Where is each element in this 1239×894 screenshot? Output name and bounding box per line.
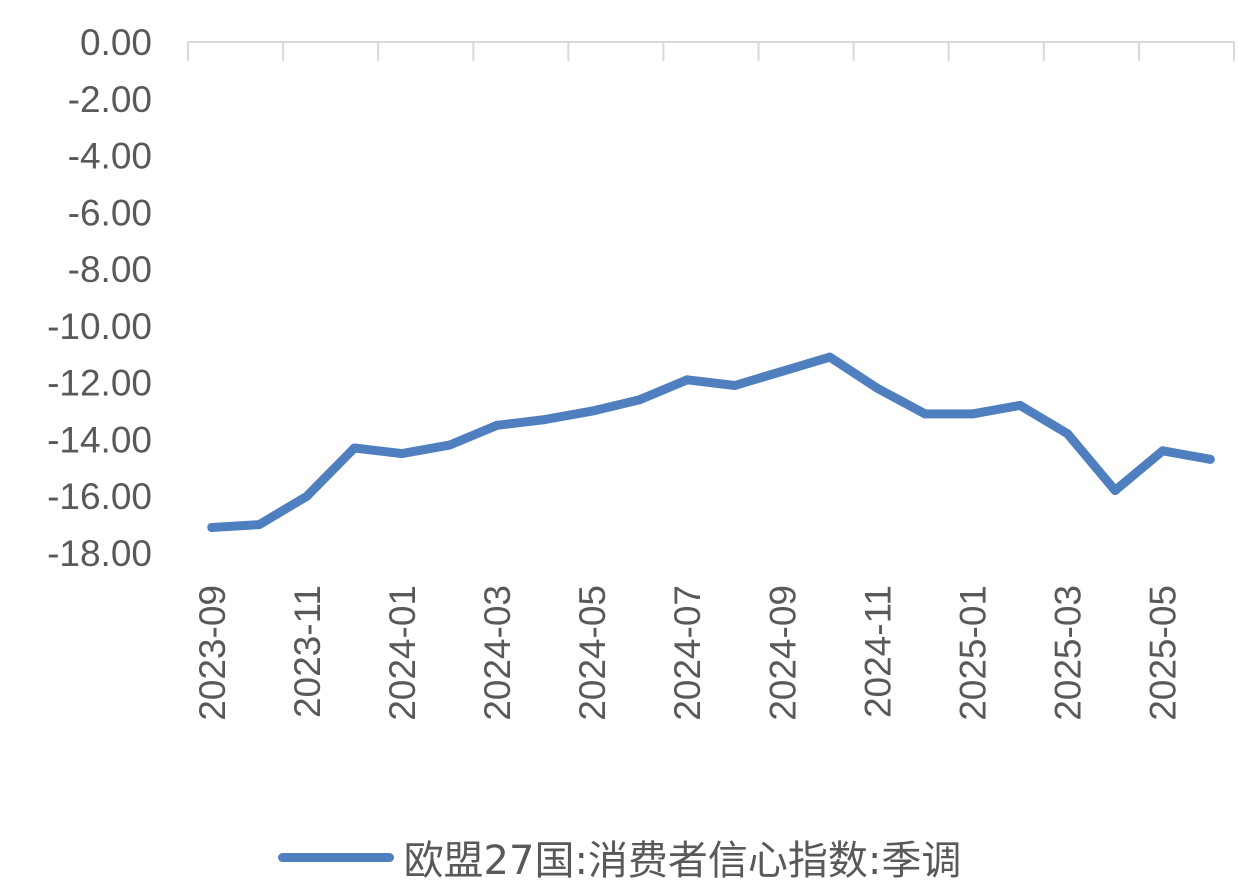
x-tick-label: 2023-11 <box>287 585 328 718</box>
data-point <box>872 383 882 393</box>
x-tick-label: 2024-07 <box>667 585 708 721</box>
y-axis-labels: 0.00 -2.00 -4.00 -6.00 -8.00 -10.00 -12.00 -14.… <box>47 22 152 574</box>
data-point <box>1205 454 1215 464</box>
y-tick-label: -18.00 <box>47 533 152 574</box>
line-chart: 0.00 -2.00 -4.00 -6.00 -8.00 -10.00 -12.00 -14.… <box>47 22 1235 721</box>
y-tick-label: -16.00 <box>47 476 152 517</box>
data-point <box>397 449 407 459</box>
data-point <box>1015 400 1025 410</box>
legend-swatch <box>277 852 394 862</box>
x-tick-label: 2024-09 <box>762 585 803 721</box>
data-point <box>254 520 264 530</box>
data-point <box>968 409 977 419</box>
x-tick-label: 2024-03 <box>477 585 518 721</box>
series-line <box>207 352 1215 532</box>
x-axis-labels: 2023-09 2023-11 2024-01 2024-03 2024-05 2024-… <box>192 585 1184 721</box>
legend: 欧盟27国:消费者信心指数:季调 <box>0 820 1239 894</box>
x-tick-label: 2025-01 <box>953 585 994 721</box>
data-point <box>349 443 359 453</box>
y-tick-label: -10.00 <box>47 306 152 347</box>
data-point <box>1110 486 1120 496</box>
data-point <box>587 406 597 416</box>
data-point <box>540 415 550 425</box>
y-tick-label: -14.00 <box>47 419 152 460</box>
data-point <box>730 381 740 391</box>
x-tick-label: 2025-03 <box>1048 585 1089 721</box>
x-tick-label: 2024-05 <box>572 585 613 721</box>
data-point <box>682 375 692 385</box>
x-tick-label: 2024-01 <box>382 585 423 721</box>
data-point <box>777 366 787 376</box>
data-point <box>302 491 312 501</box>
data-point <box>492 420 502 430</box>
x-axis <box>187 41 1235 61</box>
x-tick-label: 2024-11 <box>857 585 898 718</box>
legend-label: 欧盟27国:消费者信心指数:季调 <box>403 838 962 884</box>
data-point <box>635 395 645 405</box>
y-tick-label: -8.00 <box>68 249 152 290</box>
data-point <box>1158 446 1168 456</box>
data-point <box>445 440 454 450</box>
x-tick-label: 2023-09 <box>192 585 233 721</box>
data-point <box>207 522 217 532</box>
data-point <box>1063 429 1073 439</box>
y-tick-label: -4.00 <box>68 136 152 177</box>
y-tick-label: -12.00 <box>47 363 152 404</box>
data-point <box>920 409 930 419</box>
y-tick-label: -6.00 <box>68 192 152 233</box>
series-layer <box>207 352 1215 532</box>
y-tick-label: 0.00 <box>80 22 152 63</box>
data-point <box>825 352 835 362</box>
y-tick-label: -2.00 <box>68 79 152 120</box>
x-tick-label: 2025-05 <box>1143 585 1184 721</box>
